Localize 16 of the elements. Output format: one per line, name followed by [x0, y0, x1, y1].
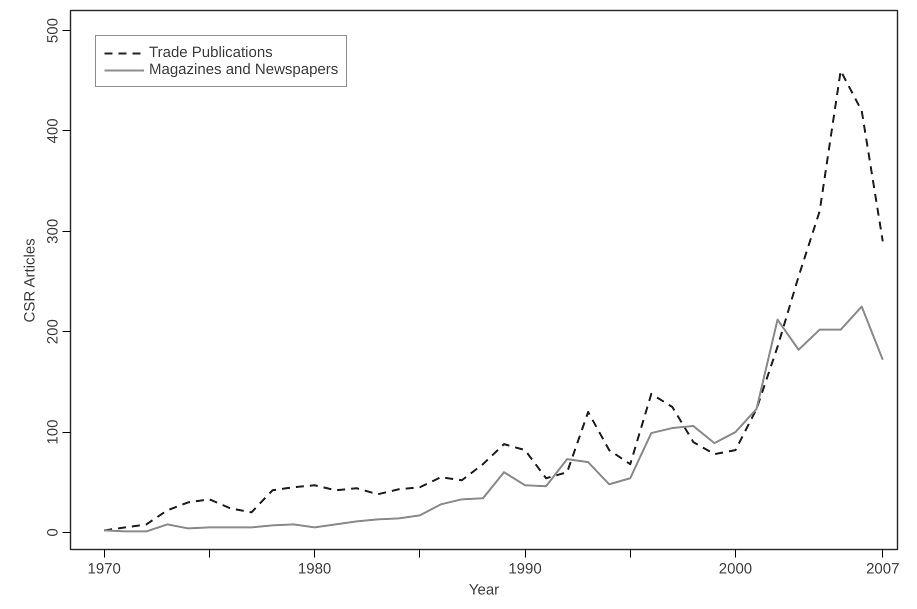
y-tick-label: 100: [44, 420, 62, 445]
y-axis-title: CSR Articles: [22, 238, 38, 323]
y-tick-label: 500: [44, 18, 62, 44]
legend-label: Magazines and Newspapers: [149, 61, 338, 78]
x-tick-label: 2000: [718, 560, 752, 578]
x-tick-label: 1970: [87, 560, 121, 578]
x-tick-label: 1980: [298, 560, 332, 578]
x-tick-label: 1990: [508, 560, 542, 578]
legend-label: Trade Publications: [149, 44, 273, 61]
line-series: [103, 306, 884, 532]
x-tick-label: 2007: [866, 560, 900, 578]
y-tick-label: 300: [44, 218, 62, 244]
y-tick-label: 400: [44, 118, 62, 144]
x-axis-title: Year: [468, 582, 500, 598]
y-tick-label: 200: [44, 319, 62, 344]
y-tick-label: 0: [44, 528, 62, 537]
